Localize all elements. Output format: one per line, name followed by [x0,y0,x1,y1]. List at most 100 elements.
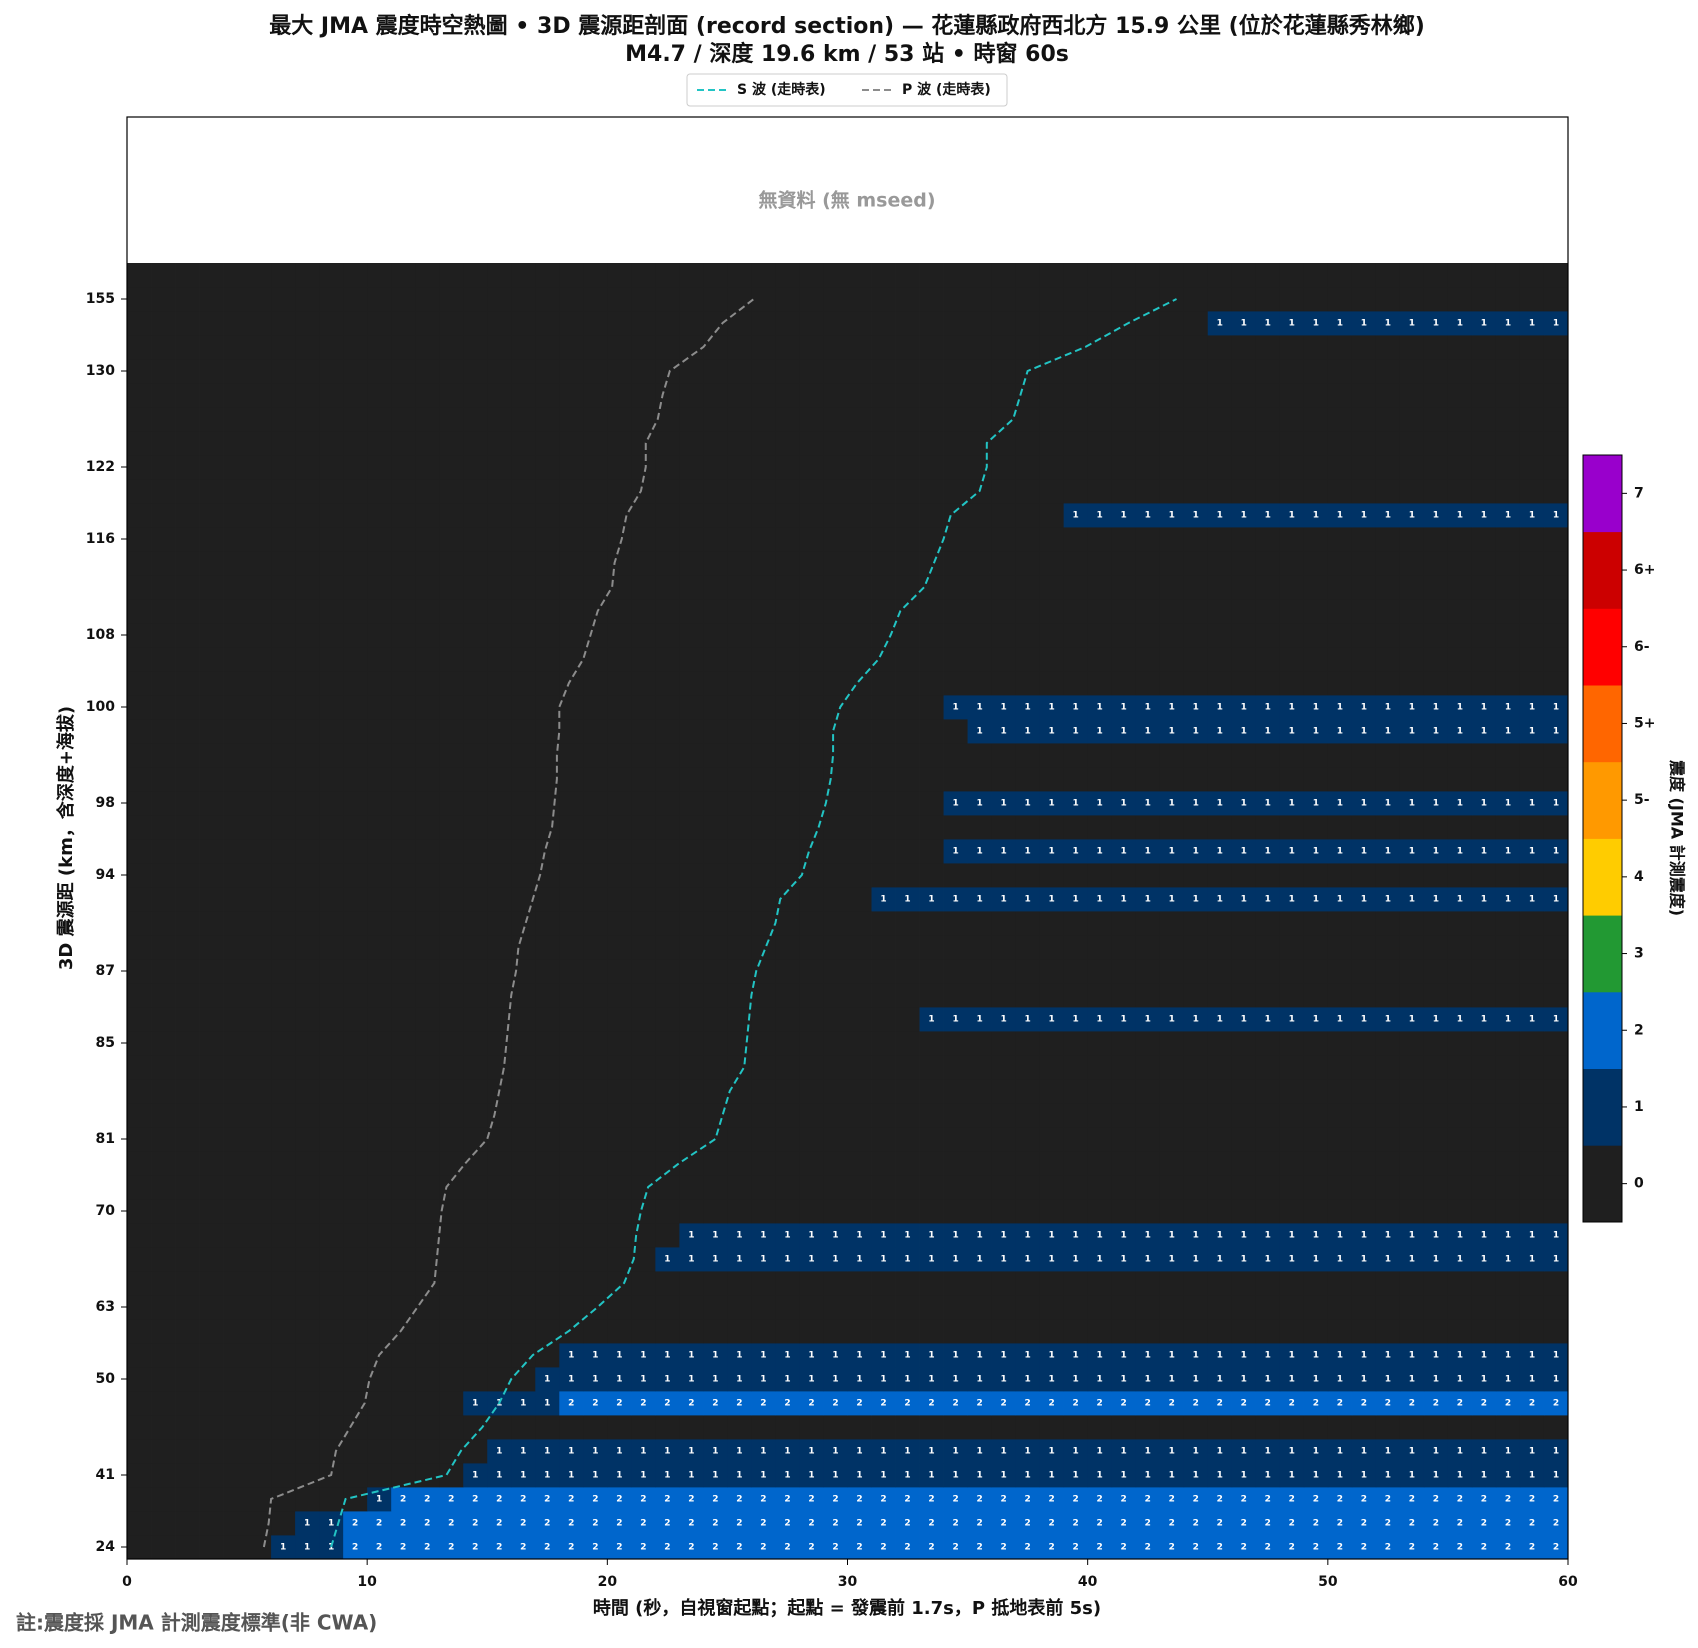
colorbar-segment [1583,455,1622,533]
heatmap-cell [583,1535,608,1560]
heatmap-cell [847,1079,872,1104]
heatmap-cell [295,743,320,768]
heatmap-cell [1015,647,1041,672]
heatmap-cell [1423,287,1449,312]
heatmap-cell [1039,263,1065,288]
heatmap-cell [559,1103,584,1128]
cell-label: 1 [1313,847,1319,857]
heatmap-cell [1015,599,1041,624]
heatmap-cell [1351,455,1377,480]
heatmap-cell [583,1127,608,1152]
heatmap-cell [415,647,440,672]
heatmap-cell [319,431,344,456]
heatmap-cell [319,863,344,888]
heatmap-cell [559,1319,584,1344]
heatmap-cell [127,767,152,792]
cell-label: 2 [784,1519,790,1529]
heatmap-cell [1159,839,1185,864]
heatmap-cell [1351,1439,1377,1464]
heatmap-cell [271,623,296,648]
heatmap-cell [799,1007,824,1032]
heatmap-cell [487,935,512,960]
heatmap-cell [871,1079,896,1104]
heatmap-cell [487,671,512,696]
heatmap-cell [1351,1079,1377,1104]
heatmap-cell [199,911,224,936]
heatmap-cell [1399,527,1425,552]
heatmap-cell [1375,623,1401,648]
heatmap-cell [607,1175,632,1200]
heatmap-cell [1303,1391,1329,1416]
heatmap-cell [1255,1247,1281,1272]
heatmap-cell [1327,263,1353,288]
heatmap-cell [535,1223,560,1248]
heatmap-cell [679,1127,704,1152]
cell-label: 1 [1529,511,1535,521]
heatmap-cell [1495,1367,1521,1392]
heatmap-cell [1039,1223,1065,1248]
heatmap-cell [799,1343,824,1368]
heatmap-cell [847,527,872,552]
heatmap-cell [1447,1319,1473,1344]
heatmap-cell [1519,815,1545,840]
heatmap-cell [751,839,776,864]
heatmap-cell [223,1463,248,1488]
heatmap-cell [943,1223,968,1248]
heatmap-cell [1231,935,1257,960]
heatmap-cell [1063,935,1089,960]
heatmap-cell [943,1415,968,1440]
heatmap-cell [151,1415,176,1440]
heatmap-cell [1135,1127,1161,1152]
heatmap-cell [799,1487,824,1512]
heatmap-cell [895,527,920,552]
heatmap-cell [391,311,416,336]
heatmap-cell [991,599,1017,624]
heatmap-cell [511,1175,536,1200]
heatmap-cell [607,1247,632,1272]
heatmap-cell [679,1247,704,1272]
heatmap-cell [1039,959,1065,984]
heatmap-cell [463,935,488,960]
heatmap-cell [1231,1247,1257,1272]
heatmap-cell [391,1247,416,1272]
heatmap-cell [607,479,632,504]
heatmap-cell [271,311,296,336]
heatmap-cell [991,1415,1017,1440]
cell-label: 2 [472,1543,478,1553]
heatmap-cell [1327,839,1353,864]
heatmap-cell [1063,1439,1089,1464]
cell-label: 2 [952,1495,958,1505]
heatmap-cell [127,1367,152,1392]
heatmap-cell [1063,1271,1089,1296]
heatmap-cell [679,887,704,912]
heatmap-cell [1495,431,1521,456]
heatmap-cell [127,719,152,744]
heatmap-cell [151,911,176,936]
heatmap-cell [1255,1391,1281,1416]
heatmap-cell [1423,1343,1449,1368]
heatmap-cell [271,1343,296,1368]
cell-label: 1 [328,1519,334,1529]
heatmap-cell [1087,1319,1113,1344]
heatmap-cell [1303,359,1329,384]
heatmap-cell [895,1439,920,1464]
heatmap-cell [367,695,392,720]
heatmap-cell [175,1271,200,1296]
heatmap-cell [679,935,704,960]
heatmap-cell [727,407,752,432]
heatmap-cell [655,503,680,528]
cell-label: 1 [832,1471,838,1481]
heatmap-cell [223,1055,248,1080]
cell-label: 1 [1433,799,1439,809]
heatmap-cell [1039,767,1065,792]
heatmap-cell [1279,1151,1305,1176]
heatmap-cell [1471,647,1497,672]
heatmap-cell [223,1103,248,1128]
heatmap-cell [1111,1007,1137,1032]
heatmap-cell [943,575,968,600]
heatmap-cell [271,767,296,792]
heatmap-cell [775,1319,800,1344]
heatmap-cell [871,479,896,504]
heatmap-cell [703,1007,728,1032]
heatmap-cell [727,1535,752,1560]
